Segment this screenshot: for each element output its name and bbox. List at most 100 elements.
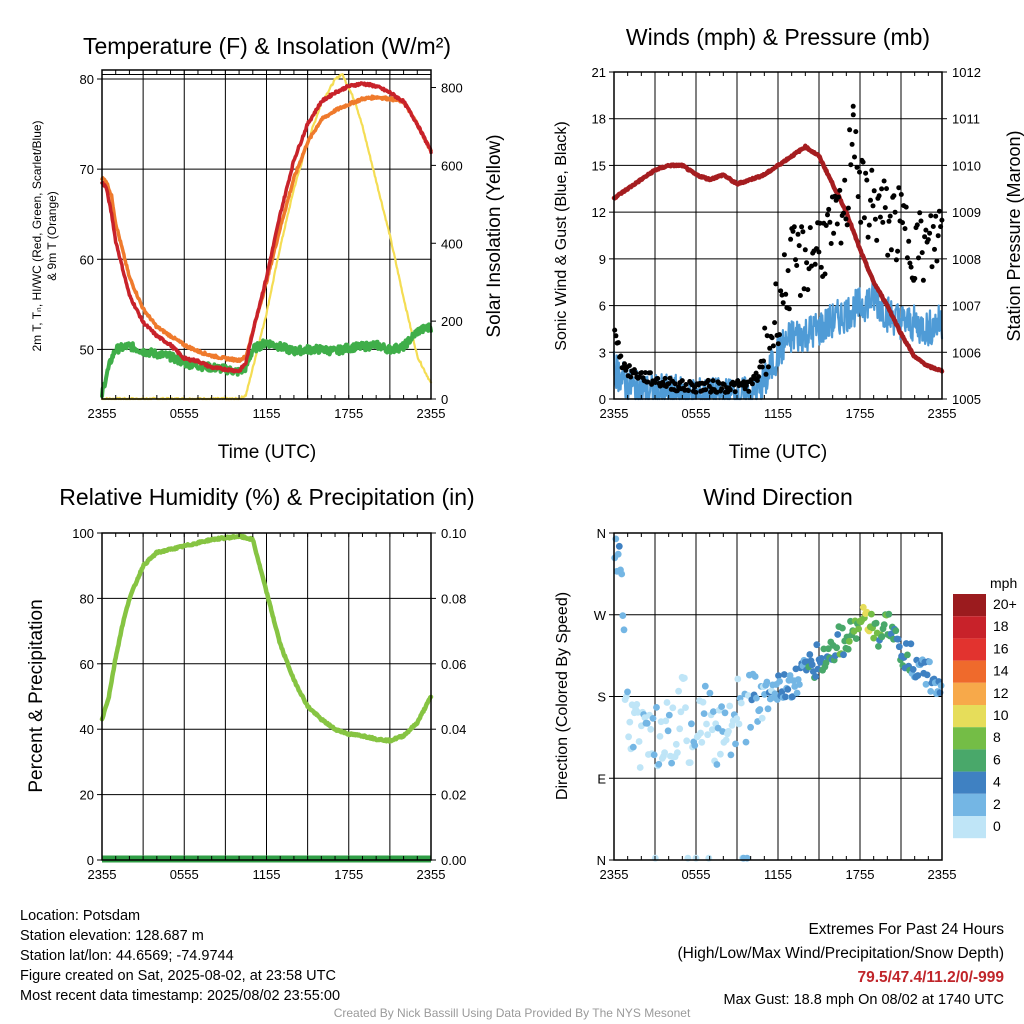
gust-point <box>822 271 828 277</box>
gust-point <box>880 219 886 225</box>
direction-point <box>845 637 853 645</box>
direction-point <box>701 682 709 690</box>
direction-point <box>710 708 717 715</box>
direction-point <box>634 708 642 716</box>
rh-x-tick-label: 1755 <box>334 867 363 882</box>
gust-point <box>868 197 873 203</box>
direction-point <box>844 645 852 653</box>
direction-point <box>782 693 789 701</box>
direction-point <box>793 689 801 697</box>
gust-point <box>837 187 843 193</box>
gust-point <box>887 213 893 219</box>
wind-y2label: Station Pressure (Maroon) <box>1004 130 1024 341</box>
temp-x-tick-label: 1755 <box>334 406 363 421</box>
dir-x-tick-label: 1155 <box>764 867 792 882</box>
direction-point <box>796 681 803 688</box>
direction-point <box>812 673 820 680</box>
gust-point <box>893 257 899 263</box>
temp-x-tick-label: 1155 <box>253 406 281 421</box>
wind-y-tick-label: 21 <box>592 65 606 80</box>
direction-point <box>813 641 821 649</box>
temp-x-tick-label: 2355 <box>88 406 117 421</box>
direction-point <box>668 759 675 767</box>
direction-point <box>892 627 900 635</box>
temp-y2-tick-label: 200 <box>441 314 463 329</box>
wind-y2-tick-label: 1012 <box>952 65 981 80</box>
gust-point <box>888 247 894 253</box>
gust-point <box>693 389 699 395</box>
gust-point <box>864 177 870 183</box>
temp-y-tick-label: 60 <box>80 252 94 267</box>
dir-legend-label: 14 <box>993 663 1009 679</box>
direction-point <box>732 740 739 748</box>
wind-y-tick-label: 15 <box>592 158 606 173</box>
gust-point <box>882 205 888 211</box>
direction-point <box>665 711 673 719</box>
direction-point <box>840 651 847 659</box>
direction-point <box>875 643 882 650</box>
gust-point <box>749 381 755 387</box>
direction-point <box>859 603 867 611</box>
direction-point <box>703 720 710 728</box>
gust-point <box>903 204 909 210</box>
gust-point <box>916 255 921 261</box>
rh-y2-tick-label: 0.02 <box>441 788 466 803</box>
rh-y2-tick-label: 0.04 <box>441 722 466 737</box>
dir-legend-label: 2 <box>993 796 1001 812</box>
gust-point <box>753 370 759 376</box>
direction-point <box>721 709 729 717</box>
gust-point <box>778 288 784 294</box>
gust-point <box>936 208 942 214</box>
gust-point <box>645 379 651 385</box>
gust-point <box>775 341 781 347</box>
elevation-text: Station elevation: 128.687 m <box>20 928 204 944</box>
direction-point <box>786 672 794 679</box>
dir-legend-label: 12 <box>993 685 1009 701</box>
extremes-title: Extremes For Past 24 Hours <box>808 921 1004 938</box>
extremes-info: Extremes For Past 24 Hours (High/Low/Max… <box>544 918 1005 1010</box>
rh-y-tick-label: 80 <box>80 591 94 606</box>
wind-y-tick-label: 18 <box>592 112 606 127</box>
gust-point <box>902 226 908 232</box>
rh-y-tick-label: 100 <box>72 526 94 541</box>
direction-point <box>629 743 637 751</box>
direction-point <box>771 690 779 698</box>
gust-point <box>914 222 920 228</box>
temp-title: Temperature (F) & Insolation (W/m²) <box>83 33 451 59</box>
gust-point <box>861 215 867 221</box>
gust-point <box>800 229 806 235</box>
direction-point <box>677 708 685 716</box>
direction-point <box>619 612 627 619</box>
gust-point <box>764 333 770 339</box>
gust-point <box>855 194 861 200</box>
wind-y-tick-label: 3 <box>599 345 606 360</box>
gust-point <box>705 377 711 383</box>
axes-layer: 2355 0555 1155 1755 235550607080020040060080… <box>72 65 1016 882</box>
temp-y2-tick-label: 800 <box>441 81 463 96</box>
pressure-line <box>611 143 945 374</box>
direction-point <box>885 610 893 618</box>
dir-y-tick-label: W <box>594 608 607 623</box>
gust-point <box>863 170 869 176</box>
direction-point <box>633 701 641 708</box>
dir-legend-swatch <box>953 616 986 639</box>
gust-point <box>935 233 941 239</box>
direction-point <box>662 717 670 725</box>
direction-point <box>688 720 695 728</box>
gust-point <box>876 193 882 199</box>
gust-point <box>874 237 880 243</box>
data-layer <box>99 73 945 863</box>
gust-point <box>741 379 747 385</box>
dir-ylabel: Direction (Colored By Speed) <box>554 592 571 800</box>
wind-x-tick-label: 2355 <box>600 406 629 421</box>
gust-point <box>933 213 939 219</box>
rh-y2-tick-label: 0.08 <box>441 591 466 606</box>
dir-legend-label: 10 <box>993 707 1009 723</box>
temp-y2-tick-label: 600 <box>441 158 463 173</box>
rh-title: Relative Humidity (%) & Precipitation (i… <box>59 484 474 510</box>
gust-point <box>827 219 833 225</box>
direction-point <box>756 706 764 713</box>
gust-point <box>780 300 786 306</box>
station-info: Location: Potsdam Station elevation: 128… <box>20 906 340 1006</box>
temp-y-tick-label: 70 <box>80 162 94 177</box>
